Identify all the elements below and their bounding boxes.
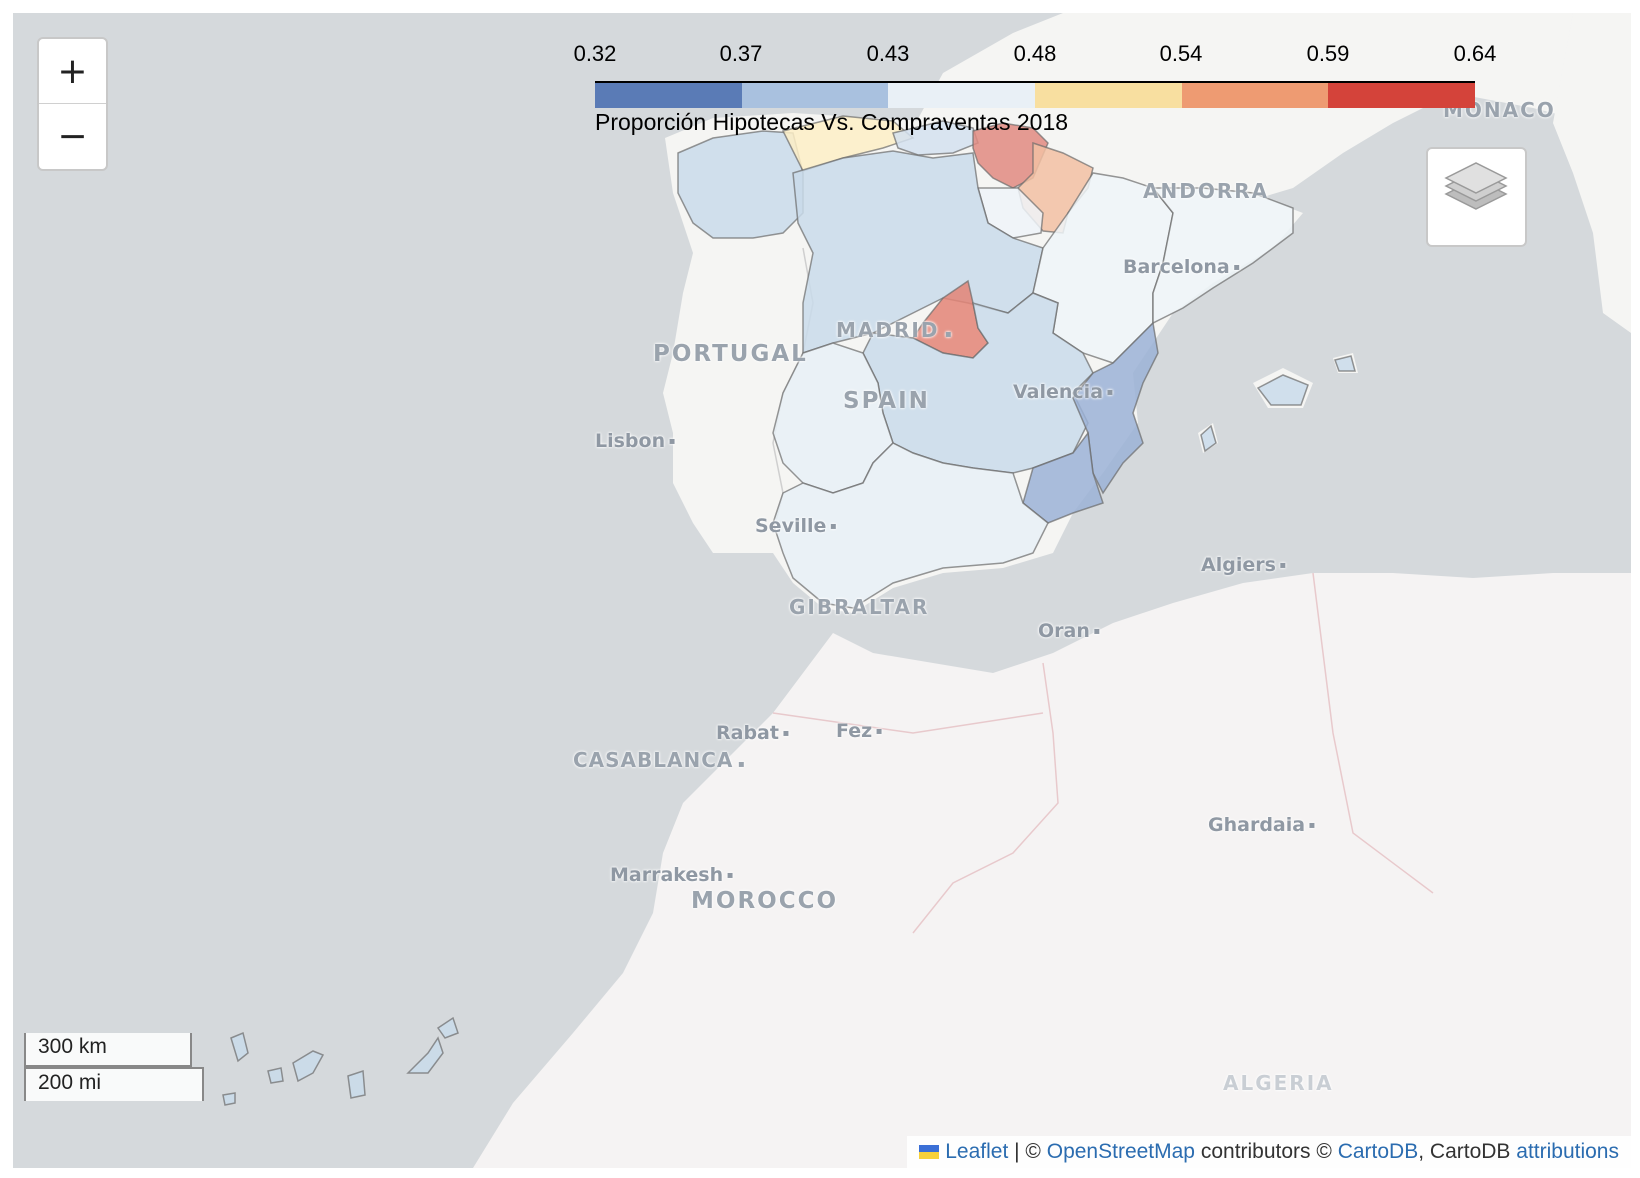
label-portugal: PORTUGAL: [653, 341, 808, 367]
region-baleares[interactable]: [1200, 355, 1356, 453]
legend-tick: 0.54: [1159, 41, 1203, 66]
legend-color-bar: [595, 81, 1476, 108]
label-morocco: MOROCCO: [691, 888, 839, 914]
openstreetmap-link[interactable]: OpenStreetMap: [1046, 1140, 1195, 1163]
attributions-link[interactable]: attributions: [1516, 1140, 1619, 1163]
label-spain: SPAIN: [843, 388, 930, 414]
city-barcelona: Barcelona: [1123, 256, 1240, 278]
legend-tick: 0.37: [719, 41, 763, 66]
city-ghardaia: Ghardaia: [1208, 814, 1315, 836]
scale-mi: 200 mi: [24, 1067, 204, 1101]
legend-color-segment: [1181, 83, 1329, 108]
basemap[interactable]: [13, 13, 1631, 1168]
map-container[interactable]: PORTUGAL SPAIN MADRID ▪ GIBRALTAR ANDORR…: [13, 13, 1631, 1168]
legend-color-segment: [1035, 83, 1182, 108]
attribution-cartodb-text: , CartoDB: [1418, 1140, 1517, 1163]
city-algiers: Algiers: [1201, 554, 1286, 576]
zoom-control: + −: [37, 37, 108, 171]
city-fez: Fez: [836, 720, 882, 742]
attribution-contributors: contributors ©: [1195, 1140, 1338, 1163]
region-comunidad-valenciana[interactable]: [1072, 321, 1159, 495]
cartodb-link[interactable]: CartoDB: [1337, 1140, 1419, 1163]
label-gibraltar: GIBRALTAR: [789, 595, 930, 619]
city-seville: Seville: [755, 515, 837, 537]
legend-caption: Proporción Hipotecas Vs. Compraventas 20…: [595, 109, 1069, 135]
legend-tick: 0.48: [1013, 41, 1057, 66]
label-casablanca: CASABLANCA ▪: [573, 748, 746, 772]
label-andorra: ANDORRA: [1143, 179, 1270, 203]
legend-tick: 0.43: [866, 41, 910, 66]
border-lines: [772, 572, 1434, 934]
layers-icon: [1444, 162, 1508, 210]
attribution-separator: | ©: [1008, 1140, 1047, 1163]
land-italy: [1553, 13, 1631, 333]
land-africa: [473, 573, 1631, 1168]
scale-km: 300 km: [24, 1033, 192, 1067]
color-legend: 0.32 0.37 0.43 0.48 0.54 0.59 0.64 Propo…: [573, 33, 1503, 135]
ukraine-flag-icon: [919, 1145, 940, 1160]
legend-color-segment: [741, 83, 889, 108]
legend-tick: 0.59: [1306, 41, 1350, 66]
legend-tick: 0.64: [1453, 41, 1497, 66]
label-algeria: ALGERIA: [1223, 1071, 1334, 1095]
layers-control-button[interactable]: [1426, 147, 1527, 247]
city-rabat: Rabat: [716, 722, 789, 744]
city-lisbon: Lisbon: [595, 430, 675, 452]
attribution: Leaflet | © OpenStreetMap contributors ©…: [907, 1136, 1631, 1168]
label-madrid: MADRID ▪: [836, 318, 954, 342]
city-oran: Oran: [1038, 620, 1100, 642]
legend-tick: 0.32: [573, 41, 617, 66]
legend-color-segment: [1328, 83, 1476, 108]
region-canarias[interactable]: [222, 1016, 459, 1106]
zoom-in-button[interactable]: +: [39, 39, 106, 104]
zoom-out-button[interactable]: −: [39, 104, 106, 169]
city-marrakesh: Marrakesh: [610, 864, 733, 886]
city-valencia: Valencia: [1013, 381, 1113, 403]
region-andalucia[interactable]: [772, 442, 1049, 609]
legend-color-segment: [888, 83, 1036, 108]
legend-color-segment: [595, 83, 742, 108]
region-galicia[interactable]: [677, 130, 804, 239]
land-france: [913, 13, 1631, 203]
region-cantabria[interactable]: [892, 120, 979, 156]
leaflet-link[interactable]: Leaflet: [945, 1140, 1009, 1163]
